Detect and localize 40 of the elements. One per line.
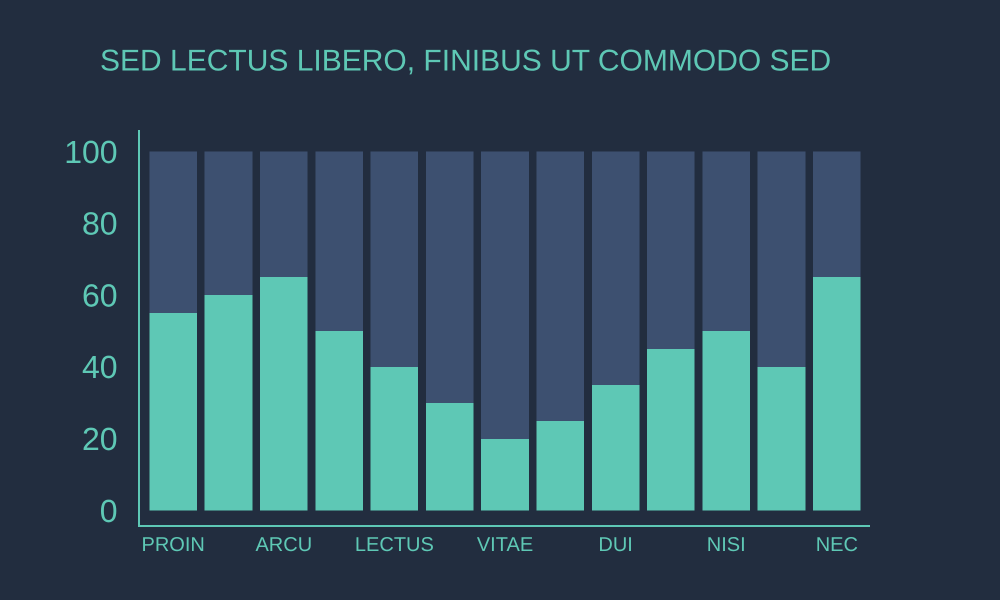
bar <box>204 152 252 296</box>
bar <box>426 402 474 511</box>
bar <box>592 384 640 511</box>
y-tick-label: 20 <box>82 421 118 458</box>
bar <box>481 152 529 439</box>
bar <box>647 349 695 511</box>
bar <box>702 152 750 332</box>
bar <box>149 313 197 511</box>
x-tick-label: ARCU <box>255 534 312 556</box>
y-tick-label: 60 <box>82 277 118 314</box>
bar <box>758 367 806 511</box>
bar <box>758 152 806 367</box>
bar <box>260 152 308 278</box>
bar <box>647 152 695 350</box>
x-tick-label: VITAE <box>476 534 534 556</box>
y-tick-label: 100 <box>64 134 118 170</box>
bar <box>813 152 861 278</box>
x-tick-label: LECTUS <box>354 534 434 556</box>
y-tick-label: 80 <box>82 206 118 242</box>
bar <box>426 152 474 403</box>
bar <box>481 438 529 511</box>
bar <box>702 331 750 511</box>
x-tick-label: NEC <box>816 534 858 556</box>
y-tick-label: 0 <box>100 492 118 529</box>
bar <box>592 152 640 385</box>
bar <box>536 420 584 511</box>
x-tick-label: NISI <box>706 534 746 556</box>
bar <box>315 152 363 332</box>
bar <box>370 152 418 367</box>
bar <box>536 152 584 421</box>
x-tick-label: PROIN <box>142 534 205 556</box>
bar <box>260 277 308 511</box>
bar <box>315 331 363 511</box>
bar <box>813 277 861 511</box>
chart-title: SED LECTUS LIBERO, FINIBUS UT COMMODO SED <box>100 44 832 78</box>
bar <box>370 367 418 511</box>
y-tick-label: 40 <box>82 349 118 386</box>
bar <box>149 152 197 314</box>
bar <box>204 295 252 511</box>
x-tick-label: DUI <box>598 534 633 556</box>
